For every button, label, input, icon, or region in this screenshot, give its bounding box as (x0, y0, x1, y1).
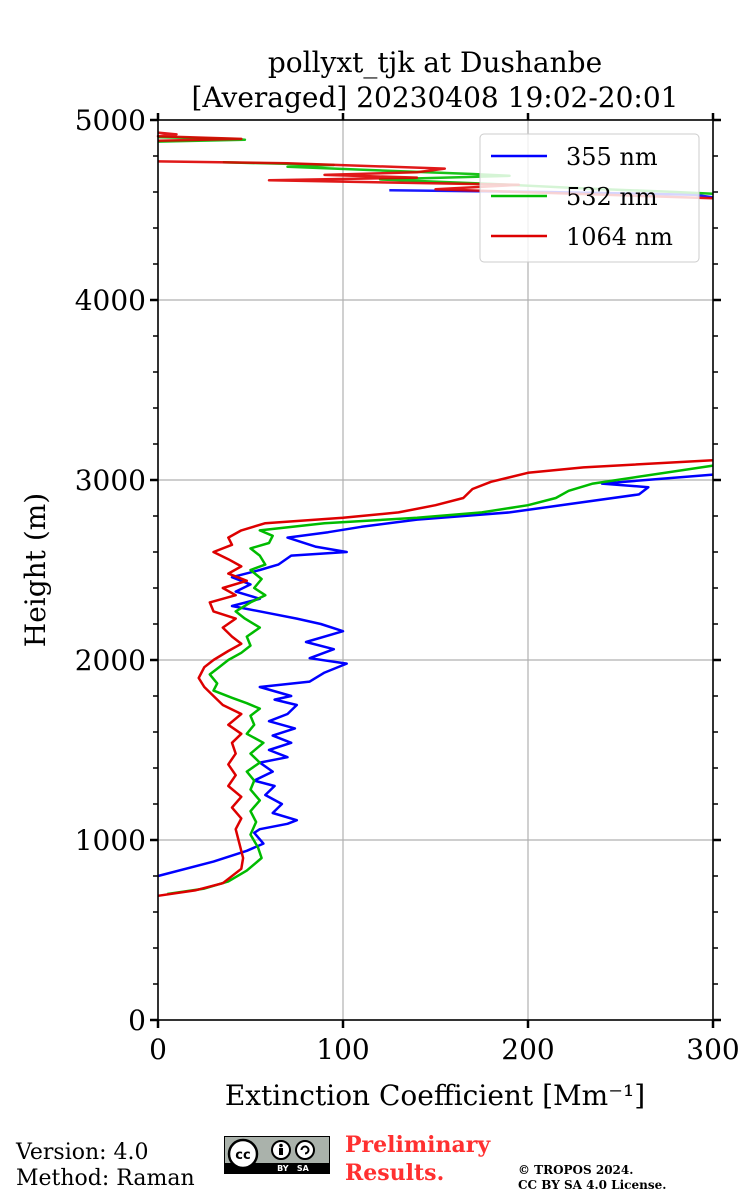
legend: 355 nm 532 nm 1064 nm (479, 133, 700, 263)
legend-label-532: 532 nm (566, 183, 658, 211)
preliminary-results-note: Preliminary Results. (345, 1131, 490, 1187)
chart-title-line-1: pollyxt_tjk at Dushanbe (268, 46, 602, 79)
x-axis-label: Extinction Coefficient [Mm⁻¹] (225, 1079, 645, 1112)
sa-icon (295, 1140, 315, 1160)
copyright-line-2: CC BY SA 4.0 License. (518, 1178, 667, 1192)
high-altitude-segment-3 (156, 131, 243, 142)
cc-icon (227, 1138, 259, 1170)
y-tick-label-3000: 3000 (75, 464, 146, 497)
high-altitude-segment-4 (157, 160, 714, 200)
copyright-line-1: © TROPOS 2024. (518, 1163, 634, 1177)
y-axis-label: Height (m) (19, 493, 52, 647)
copyright-note: © TROPOS 2024. CC BY SA 4.0 License. (518, 1163, 666, 1193)
method-label: Method: Raman (16, 1166, 195, 1191)
legend-label-355: 355 nm (566, 143, 658, 171)
x-tick-label-200: 200 (501, 1033, 554, 1066)
x-tick-label-100: 100 (316, 1033, 369, 1066)
y-tick-label-5000: 5000 (75, 104, 146, 137)
series-layer (156, 131, 714, 898)
legend-box (479, 133, 700, 263)
chart: pollyxt_tjk at Dushanbe [Averaged] 20230… (19, 46, 740, 1112)
svg-text:cc: cc (235, 1148, 250, 1163)
y-tick-label-2000: 2000 (75, 644, 146, 677)
series-line-1064-nm (157, 458, 714, 898)
preliminary-line-1: Preliminary (345, 1132, 491, 1158)
chart-title-line-2: [Averaged] 20230408 19:02-20:01 (192, 81, 679, 114)
y-tick-label-1000: 1000 (75, 824, 146, 857)
plot-frame (157, 119, 714, 1021)
x-tick-label-300: 300 (686, 1033, 739, 1066)
version-label: Version: 4.0 (16, 1140, 149, 1165)
y-tick-label-4000: 4000 (75, 284, 146, 317)
series-line-355-nm (157, 473, 714, 878)
axis-ticks (150, 113, 721, 1028)
series-line-532-nm (167, 464, 714, 896)
legend-label-1064: 1064 nm (566, 223, 673, 251)
cc-badge-text: BY SA (277, 1164, 310, 1173)
preliminary-line-2: Results. (345, 1160, 445, 1186)
grid-lines (158, 120, 713, 1020)
y-tick-label-0: 0 (128, 1004, 146, 1037)
x-tick-label-0: 0 (149, 1033, 167, 1066)
cc-license-badge: cc BY SA (224, 1136, 330, 1174)
